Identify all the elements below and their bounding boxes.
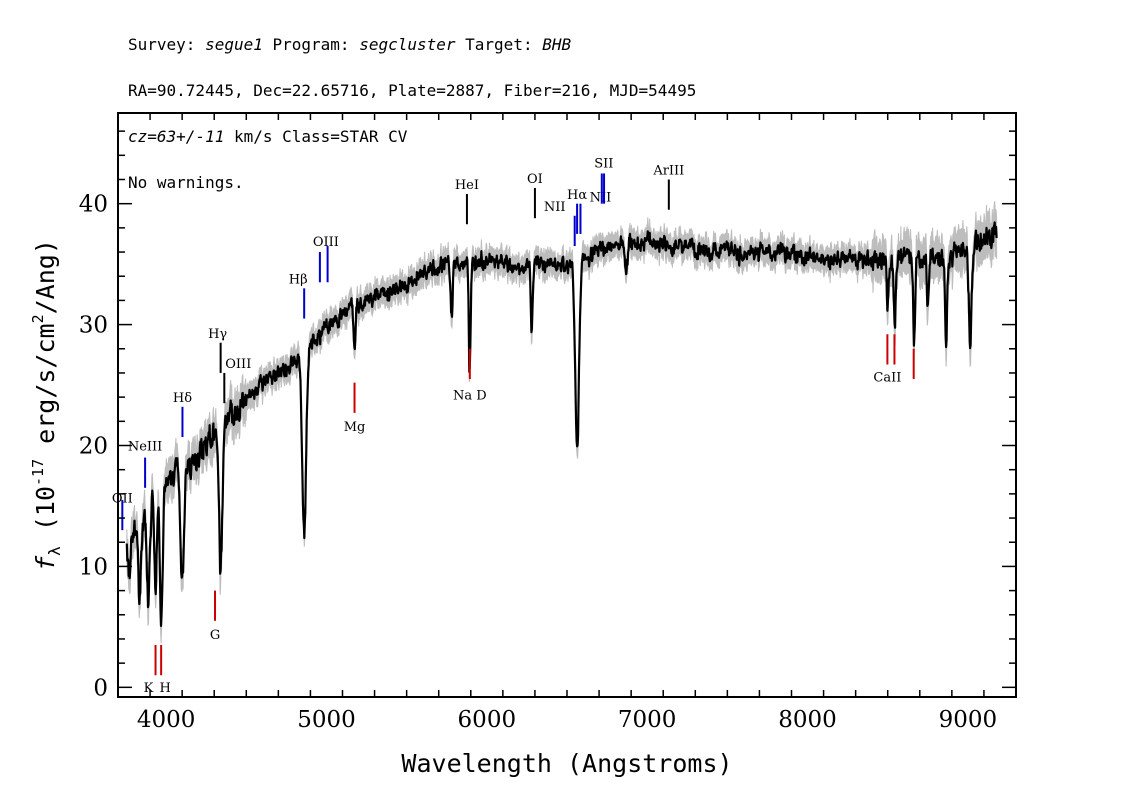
line-marker-label: OI [527, 172, 543, 187]
line-marker-label: NII [544, 200, 566, 215]
cz-value: cz=63+/-11 [128, 127, 225, 146]
line-marker-label: Hα [567, 188, 587, 203]
y-axis-title: fλ (10-17 erg/s/cm2/Ang) [29, 239, 64, 571]
flux-line [125, 221, 998, 627]
line-marker-label: Mg [344, 420, 366, 435]
x-tick-label: 9000 [939, 707, 998, 733]
y-tick-label: 10 [79, 554, 108, 580]
line-marker-label: OIII [225, 357, 251, 372]
line-marker-label: OIII [313, 235, 339, 250]
header-line-warnings: No warnings. [128, 173, 244, 192]
axis-tick-labels: 4000 5000 6000 7000 8000 9000 0 10 20 30 40 [79, 192, 997, 733]
header-line-coordinates: RA=90.72445, Dec=22.65716, Plate=2887, F… [128, 81, 697, 100]
line-marker-label: NII [590, 190, 612, 205]
x-axis-title: Wavelength (Angstroms) [401, 749, 732, 778]
y-tick-label: 20 [79, 434, 108, 460]
line-marker-label: Hγ [208, 327, 227, 342]
flux-series [125, 221, 998, 627]
line-marker-label: ArIII [652, 164, 684, 179]
line-marker-label: G [210, 628, 220, 643]
y-tick-label: 0 [93, 675, 108, 701]
line-marker-label: Hδ [173, 391, 192, 406]
x-tick-label: 8000 [778, 707, 837, 733]
target-value: BHB [542, 35, 572, 54]
spectrum-header: Survey: segue1 Program: segcluster Targe… [128, 10, 696, 217]
y-tick-label: 40 [79, 192, 108, 218]
x-tick-label: 4000 [137, 707, 196, 733]
axis-ticks [117, 113, 1017, 697]
line-marker-label: Na D [453, 389, 487, 404]
line-marker-label: HeI [455, 178, 479, 193]
line-marker-label: K [144, 681, 154, 696]
x-tick-label: 5000 [297, 707, 356, 733]
line-marker-label: Hβ [289, 272, 308, 287]
x-tick-label: 6000 [458, 707, 517, 733]
header-line-survey: Survey: segue1 Program: segcluster Targe… [128, 35, 572, 54]
line-marker-label: NeIII [128, 439, 162, 454]
line-marker-label: SII [594, 156, 613, 171]
line-marker-label: CaII [873, 370, 901, 385]
header-line-redshift: cz=63+/-11 km/s Class=STAR CV [128, 127, 408, 146]
line-marker-label: H [159, 681, 170, 696]
x-tick-label: 7000 [618, 707, 677, 733]
program-value: segcluster [359, 35, 456, 54]
y-tick-label: 30 [79, 313, 108, 339]
survey-value: segue1 [205, 35, 263, 54]
